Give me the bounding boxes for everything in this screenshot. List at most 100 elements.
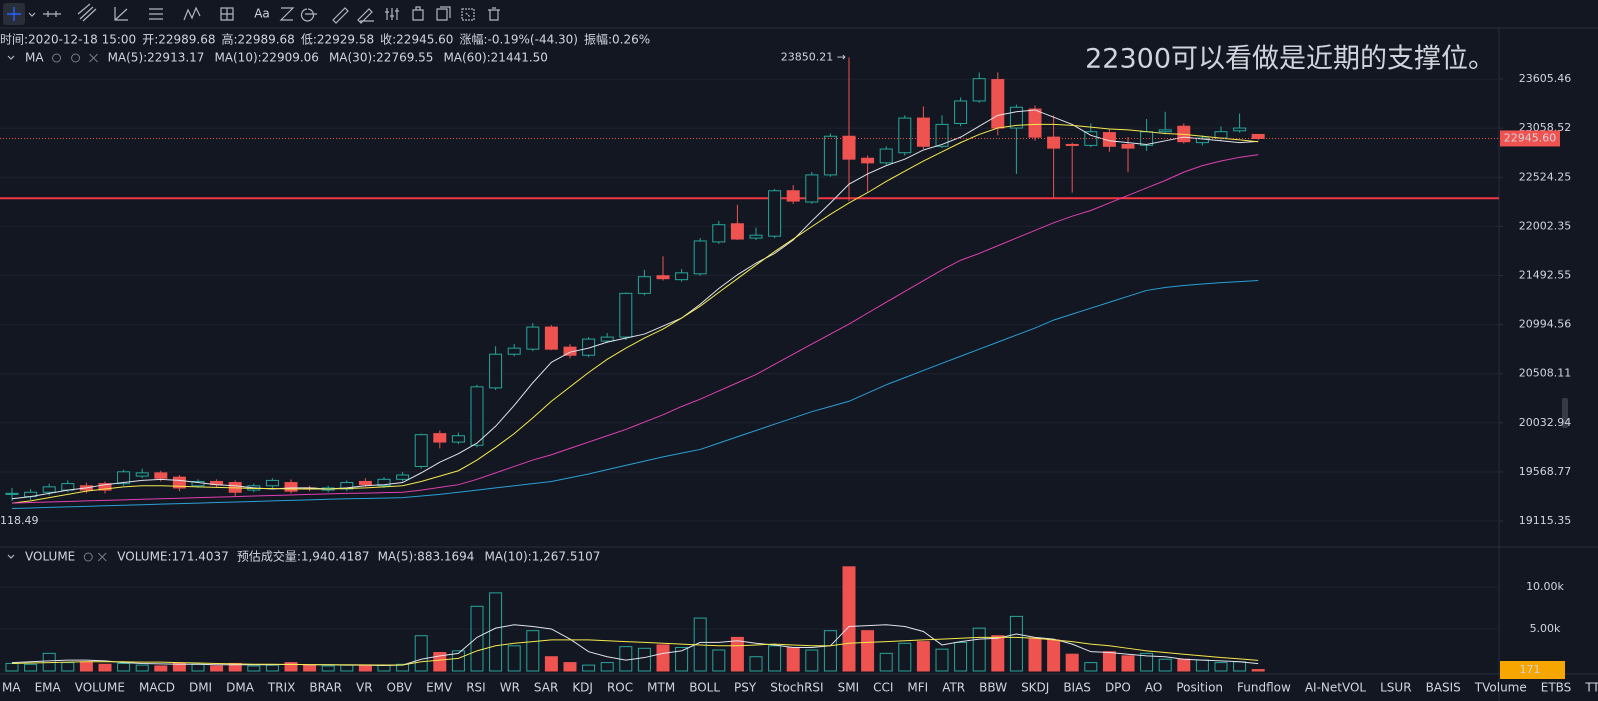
- collapse-icon[interactable]: [7, 55, 15, 60]
- indicator-tab[interactable]: ROC: [607, 681, 633, 695]
- y-tick-label: 10.00k: [1526, 580, 1564, 593]
- indicator-tab[interactable]: BBW: [979, 681, 1007, 695]
- candle-body: [377, 478, 391, 487]
- emoji-tool-icon[interactable]: [279, 7, 295, 21]
- indicator-tab[interactable]: DMI: [189, 681, 212, 695]
- indicator-tab[interactable]: SMI: [838, 681, 860, 695]
- indicator-tab[interactable]: ATR: [942, 681, 965, 695]
- visibility-icon[interactable]: [52, 53, 62, 63]
- candle-body: [451, 435, 465, 443]
- y-tick-label: 19568.77: [1519, 465, 1572, 478]
- indicator-tab[interactable]: OBV: [387, 681, 413, 695]
- indicator-tab[interactable]: EMA: [35, 681, 62, 695]
- volume-bar: [433, 652, 447, 672]
- indicator-tab[interactable]: StochRSI: [770, 681, 823, 695]
- indicator-tab[interactable]: BOLL: [689, 681, 720, 695]
- lock-icon[interactable]: [412, 6, 424, 21]
- channel-tool-icon[interactable]: [77, 3, 97, 22]
- volume-bar: [861, 630, 875, 672]
- legend-entry: MA(10):22909.06: [214, 51, 319, 65]
- volume-bar: [1251, 669, 1265, 672]
- candle-body: [1028, 108, 1042, 138]
- candle-body: [98, 483, 112, 491]
- indicator-tab[interactable]: KDJ: [572, 681, 593, 695]
- candle-body: [1121, 143, 1135, 149]
- volume-bar: [954, 641, 968, 672]
- indicator-tab[interactable]: AO: [1145, 681, 1162, 695]
- volume-bar: [414, 635, 428, 672]
- remove-icon[interactable]: [89, 53, 98, 63]
- ruler-icon[interactable]: [332, 7, 349, 24]
- volume-title: VOLUME: [25, 550, 75, 564]
- volume-bar: [1102, 651, 1116, 672]
- indicator-tab[interactable]: TVolume: [1474, 681, 1527, 695]
- indicator-tab[interactable]: BRAR: [309, 681, 342, 695]
- copy-icon[interactable]: [436, 6, 451, 21]
- indicator-tab[interactable]: MFI: [907, 681, 928, 695]
- dropdown-icon[interactable]: [28, 12, 36, 17]
- volume-bar: [749, 656, 763, 672]
- indicator-tab[interactable]: ETBS: [1541, 681, 1572, 695]
- pen-icon[interactable]: [357, 8, 374, 24]
- volume-bar: [1009, 615, 1023, 672]
- indicator-tab[interactable]: Position: [1176, 681, 1223, 695]
- header-value: 0.26%: [612, 33, 650, 47]
- indicator-tab[interactable]: BIAS: [1063, 681, 1091, 695]
- indicator-tab[interactable]: EMV: [426, 681, 453, 695]
- indicator-tab[interactable]: LSUR: [1380, 681, 1411, 695]
- indicator-tab[interactable]: SKDJ: [1021, 681, 1049, 695]
- indicator-icon[interactable]: [385, 8, 399, 20]
- delete-icon[interactable]: [488, 7, 500, 21]
- lines-tool-icon[interactable]: [149, 8, 163, 20]
- fib-tool-icon[interactable]: [114, 7, 128, 21]
- volume-bar: [898, 642, 912, 672]
- volume-bar: [916, 641, 930, 672]
- settings-icon[interactable]: [83, 552, 93, 562]
- volume-bar: [1214, 662, 1228, 672]
- indicator-tab[interactable]: PSY: [734, 681, 757, 695]
- indicator-tab[interactable]: CCI: [873, 681, 893, 695]
- screenshot-icon[interactable]: [461, 8, 475, 21]
- indicator-tab[interactable]: MA: [2, 681, 21, 695]
- text-tool[interactable]: Aa: [254, 7, 270, 21]
- indicator-tab[interactable]: VOLUME: [75, 681, 125, 695]
- volume-bar: [842, 566, 856, 672]
- candle-body: [730, 223, 744, 240]
- indicator-tab[interactable]: VR: [356, 681, 373, 695]
- volume-bar: [526, 630, 540, 672]
- remove-icon[interactable]: [97, 552, 107, 562]
- candle-body: [489, 353, 503, 389]
- volume-bar: [79, 661, 93, 672]
- indicator-tab[interactable]: AI-NetVOL: [1305, 681, 1367, 695]
- crosshair-icon: [7, 7, 21, 21]
- indicator-tab[interactable]: DMA: [226, 681, 255, 695]
- indicator-tab[interactable]: SAR: [534, 681, 558, 695]
- volume-bar: [768, 645, 782, 672]
- indicator-tab[interactable]: Fundflow: [1237, 681, 1291, 695]
- settings-icon[interactable]: [71, 53, 81, 63]
- candle-body: [861, 157, 875, 164]
- volume-bar: [637, 647, 651, 672]
- brush-tool-icon[interactable]: [300, 8, 317, 22]
- volume-estimate: 预估成交量:1,940.4187: [237, 549, 370, 564]
- line-tool-icon[interactable]: [43, 11, 61, 17]
- legend-entry: MA(5):22913.17: [108, 51, 205, 65]
- indicator-tab[interactable]: MACD: [139, 681, 175, 695]
- indicator-tab[interactable]: BASIS: [1426, 681, 1461, 695]
- pattern-tool-icon[interactable]: [183, 6, 201, 21]
- indicator-tab[interactable]: TRIX: [267, 681, 295, 695]
- header-value: 2020-12-18 15:00: [28, 33, 136, 47]
- collapse-icon[interactable]: [7, 554, 15, 559]
- price-tag: [1500, 130, 1560, 147]
- indicator-tab[interactable]: TTSI: [1584, 681, 1598, 695]
- indicator-tab[interactable]: DPO: [1105, 681, 1131, 695]
- indicator-tab[interactable]: MTM: [647, 681, 675, 695]
- indicator-tab[interactable]: WR: [500, 681, 520, 695]
- measure-tool-icon[interactable]: [220, 7, 234, 21]
- side-handle[interactable]: [1562, 398, 1568, 428]
- indicator-tab[interactable]: RSI: [466, 681, 486, 695]
- candle-body: [284, 482, 298, 492]
- legend-entry: MA(60):21441.50: [443, 51, 548, 65]
- ma-line: [11, 154, 1259, 504]
- header-label: 时间:: [0, 33, 28, 47]
